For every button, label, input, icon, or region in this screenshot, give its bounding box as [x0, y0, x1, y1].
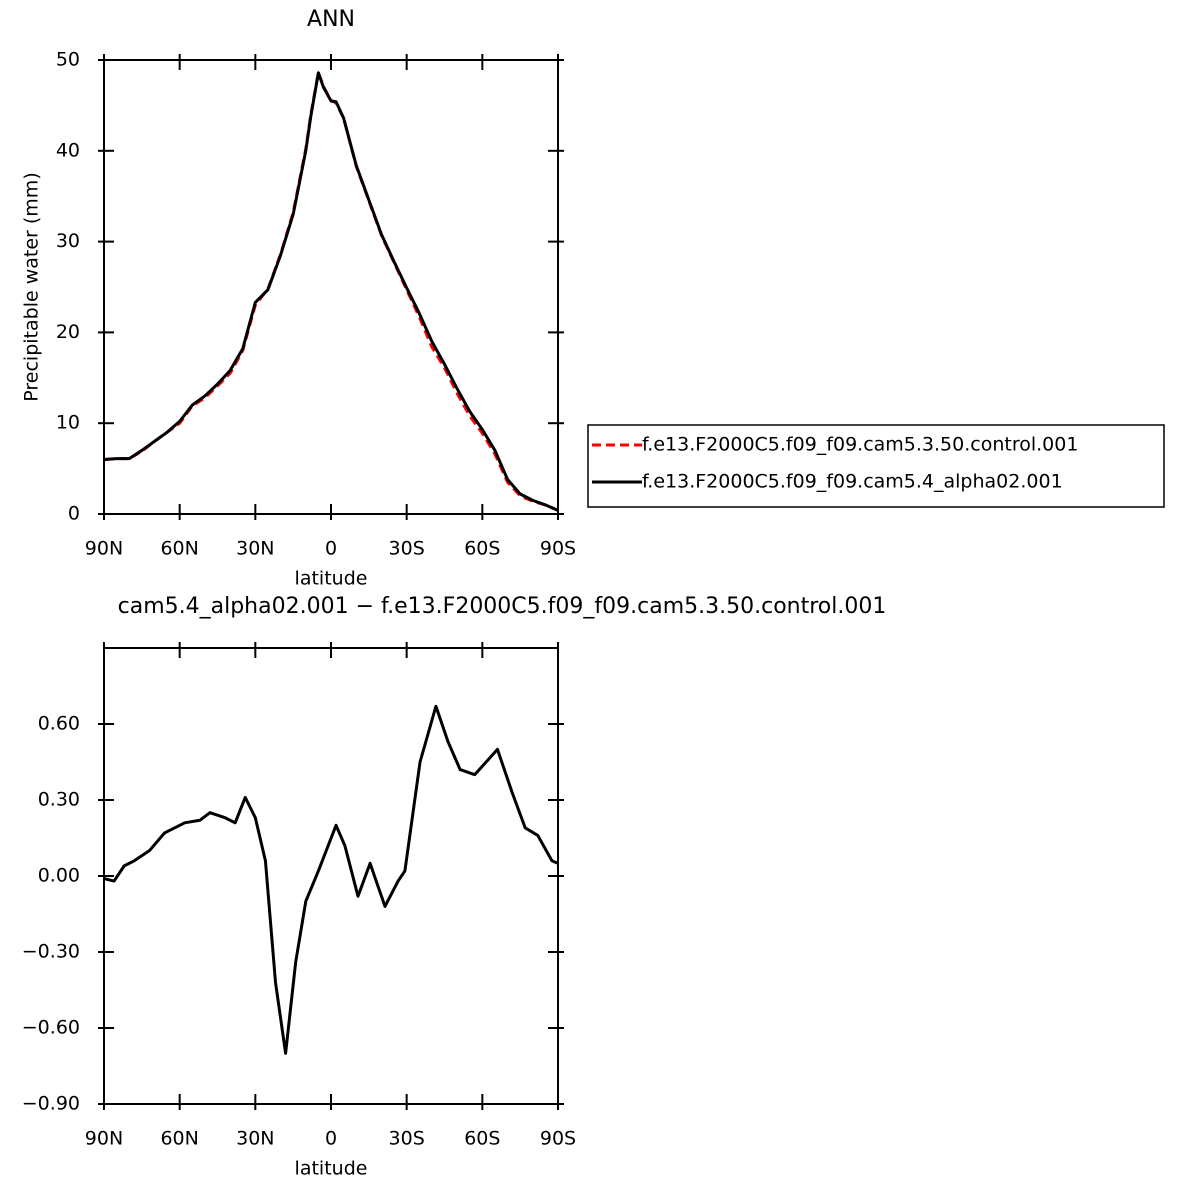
x-tick-label: 30S: [389, 538, 425, 560]
y-tick-label: 50: [56, 49, 80, 71]
x-tick-label: 60N: [160, 538, 198, 560]
x-tick-label: 90S: [540, 1128, 576, 1150]
x-tick-label: 30N: [236, 1128, 274, 1150]
x-tick-label: 60S: [464, 538, 500, 560]
y-tick-label: 40: [56, 139, 80, 161]
line: [103, 71, 559, 512]
x-tick-label: 30N: [236, 538, 274, 560]
y-tick-label: 20: [56, 321, 80, 343]
legend-label: f.e13.F2000C5.f09_f09.cam5.4_alpha02.001: [642, 471, 1063, 493]
x-tick-label: 60N: [160, 1128, 198, 1150]
line: [103, 704, 559, 1055]
y-tick-label: 0.60: [38, 713, 80, 735]
chart-title: ANN: [307, 7, 355, 32]
plot-frame: [103, 59, 559, 515]
x-axis-label: latitude: [295, 1158, 368, 1180]
x-tick-label: 90N: [85, 538, 123, 560]
x-tick-label: 90N: [85, 1128, 123, 1150]
y-axis-label: Precipitable water (mm): [21, 172, 43, 401]
y-tick-label: 0.30: [38, 789, 80, 811]
y-tick-label: −0.90: [22, 1093, 80, 1115]
y-tick-label: 30: [56, 230, 80, 252]
y-tick-label: 0.00: [38, 865, 80, 887]
y-tick-label: 0: [68, 503, 80, 525]
y-tick-label: 10: [56, 412, 80, 434]
legend-box: [587, 424, 1165, 508]
x-tick-label: 0: [325, 538, 337, 560]
y-tick-label: −0.30: [22, 941, 80, 963]
plot-frame: [103, 647, 559, 1105]
x-tick-label: 30S: [389, 1128, 425, 1150]
x-tick-label: 0: [325, 1128, 337, 1150]
x-axis-label: latitude: [295, 568, 368, 590]
x-tick-label: 60S: [464, 1128, 500, 1150]
y-tick-label: −0.60: [22, 1017, 80, 1039]
x-tick-label: 90S: [540, 538, 576, 560]
chart-title: cam5.4_alpha02.001 − f.e13.F2000C5.f09_f…: [118, 594, 887, 619]
legend-label: f.e13.F2000C5.f09_f09.cam5.3.50.control.…: [642, 434, 1078, 456]
